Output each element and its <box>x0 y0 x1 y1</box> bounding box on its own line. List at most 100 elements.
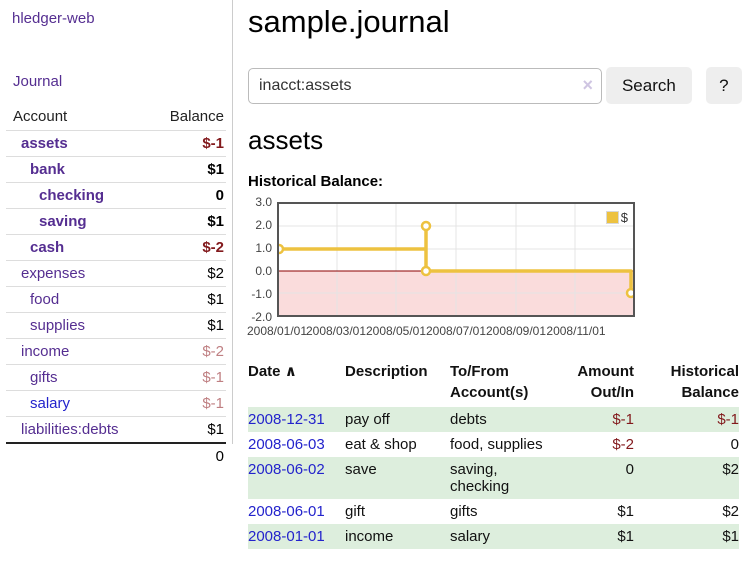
column-header-tofrom: To/From Account(s) <box>450 359 561 407</box>
search-form: × Search ? <box>248 67 742 104</box>
account-balance: $-2 <box>147 338 226 365</box>
account-row-cash: cash $-2 <box>6 234 226 261</box>
search-input[interactable] <box>248 67 602 104</box>
x-tick-label: 2008/07/01 <box>425 324 487 338</box>
account-link-gifts[interactable]: gifts <box>30 369 58 386</box>
transaction-date-link[interactable]: 2008-06-03 <box>248 436 325 453</box>
date-header-label: Date <box>248 363 281 380</box>
transaction-balance: $2 <box>722 461 739 478</box>
legend-swatch-icon <box>605 211 619 224</box>
account-row-liabilities-debts: liabilities:debts $1 <box>6 416 226 443</box>
account-row-salary: salary $-1 <box>6 390 226 417</box>
balance-line <box>279 224 633 293</box>
x-tick-label: 2008/03/01 <box>305 324 367 338</box>
account-link-food[interactable]: food <box>30 291 60 308</box>
clear-search-icon[interactable]: × <box>582 74 593 95</box>
search-button[interactable]: Search <box>605 67 692 104</box>
chart-legend: $ <box>605 210 628 225</box>
transaction-date-link[interactable]: 2008-06-02 <box>248 461 325 478</box>
data-point <box>279 243 285 255</box>
account-balance: $1 <box>147 208 226 235</box>
transaction-date-link[interactable]: 2008-06-01 <box>248 503 325 520</box>
account-row-checking: checking 0 <box>6 182 226 209</box>
x-tick-label: 2008/01/01 <box>246 324 308 338</box>
account-row-assets: assets $-1 <box>6 131 226 157</box>
account-link-checking[interactable]: checking <box>39 187 105 204</box>
column-header-balance: Historical Balance <box>644 359 739 407</box>
account-row-gifts: gifts $-1 <box>6 364 226 391</box>
account-balance: $-1 <box>202 135 224 152</box>
x-tick-label: 2008/05/01 <box>365 324 427 338</box>
account-balance: $-1 <box>147 364 226 391</box>
data-point <box>625 287 633 299</box>
transaction-date-link[interactable]: 2008-01-01 <box>248 528 325 545</box>
account-link-saving[interactable]: saving <box>39 213 87 230</box>
account-balance: $2 <box>147 260 226 287</box>
transaction-amount: $-1 <box>612 411 634 428</box>
column-header-date[interactable]: Date ∧ <box>248 359 345 407</box>
historical-balance-chart: 3.0 2.0 1.0 0.0 -1.0 -2.0 <box>240 195 742 347</box>
transaction-accounts: saving, checking <box>450 461 510 495</box>
transaction-description: pay off <box>345 411 390 428</box>
account-link-bank[interactable]: bank <box>30 161 66 178</box>
account-balance: $1 <box>147 312 226 339</box>
register-header-row: Date ∧ Description To/From Account(s) Am… <box>248 359 739 407</box>
data-point <box>420 265 432 277</box>
transaction-row[interactable]: 2008-12-31 pay off debts $-1 $-1 <box>248 407 739 432</box>
transaction-amount: $-2 <box>612 436 634 453</box>
transaction-description: gift <box>345 503 366 520</box>
x-tick-label: 2008/11/01 <box>546 324 606 338</box>
chart-heading: Historical Balance: <box>248 173 384 190</box>
transaction-row[interactable]: 2008-06-03 eat & shop food, supplies $-2… <box>248 432 739 457</box>
y-tick-label: 0.0 <box>255 264 272 278</box>
app-title-link[interactable]: hledger-web <box>12 10 95 27</box>
transaction-date-link[interactable]: 2008-12-31 <box>248 411 325 428</box>
legend-label: $ <box>620 210 628 225</box>
transaction-row[interactable]: 2008-01-01 income salary $1 $1 <box>248 524 739 549</box>
help-button[interactable]: ? <box>705 67 742 104</box>
chart-canvas <box>279 204 633 315</box>
accounts-header-row: Account Balance <box>6 105 226 131</box>
transaction-accounts: debts <box>450 411 487 428</box>
y-tick-label: 3.0 <box>255 195 272 209</box>
account-row-income: income $-2 <box>6 338 226 365</box>
transaction-accounts: salary <box>450 528 491 545</box>
transaction-amount: $1 <box>617 528 634 545</box>
main-content: sample.journal × Search ? assets Histori… <box>234 0 742 549</box>
account-link-income[interactable]: income <box>21 343 70 360</box>
account-link-salary[interactable]: salary <box>30 395 71 412</box>
accounts-total-value: 0 <box>147 442 226 469</box>
account-link-liabilities-debts[interactable]: liabilities:debts <box>21 421 119 438</box>
transaction-description: save <box>345 461 377 478</box>
sidebar: hledger-web Journal Account Balance asse… <box>0 0 233 469</box>
transaction-accounts: food, supplies <box>450 436 543 453</box>
tofrom-header-line1: To/From <box>450 363 509 380</box>
transaction-row[interactable]: 2008-06-01 gift gifts $1 $2 <box>248 499 739 524</box>
transaction-description: income <box>345 528 394 545</box>
transaction-amount: 0 <box>625 461 634 478</box>
account-link-expenses[interactable]: expenses <box>21 265 86 282</box>
transaction-balance: 0 <box>730 436 739 453</box>
account-balance: $1 <box>147 416 226 443</box>
register-table: Date ∧ Description To/From Account(s) Am… <box>248 359 739 549</box>
transaction-balance: $1 <box>722 528 739 545</box>
tofrom-header-line2: Account(s) <box>450 384 529 401</box>
account-row-supplies: supplies $1 <box>6 312 226 339</box>
account-link-supplies[interactable]: supplies <box>30 317 86 334</box>
y-tick-label: -2.0 <box>251 310 272 324</box>
chart-plot-area[interactable]: $ <box>277 202 635 317</box>
amount-header-line2: Out/In <box>590 384 634 401</box>
account-link-assets[interactable]: assets <box>21 135 68 152</box>
column-header-amount: Amount Out/In <box>561 359 644 407</box>
account-balance: 0 <box>147 182 226 209</box>
account-balance: $-1 <box>147 390 226 417</box>
account-link-cash[interactable]: cash <box>30 239 65 256</box>
amount-header-line1: Amount <box>577 363 634 380</box>
sidebar-item-journal[interactable]: Journal <box>13 73 63 90</box>
sort-ascending-icon: ∧ <box>284 363 297 380</box>
balance-header-line2: Balance <box>681 384 739 401</box>
transaction-balance: $2 <box>722 503 739 520</box>
transaction-row[interactable]: 2008-06-02 save saving, checking 0 $2 <box>248 457 739 499</box>
account-balance: $-2 <box>147 234 226 261</box>
